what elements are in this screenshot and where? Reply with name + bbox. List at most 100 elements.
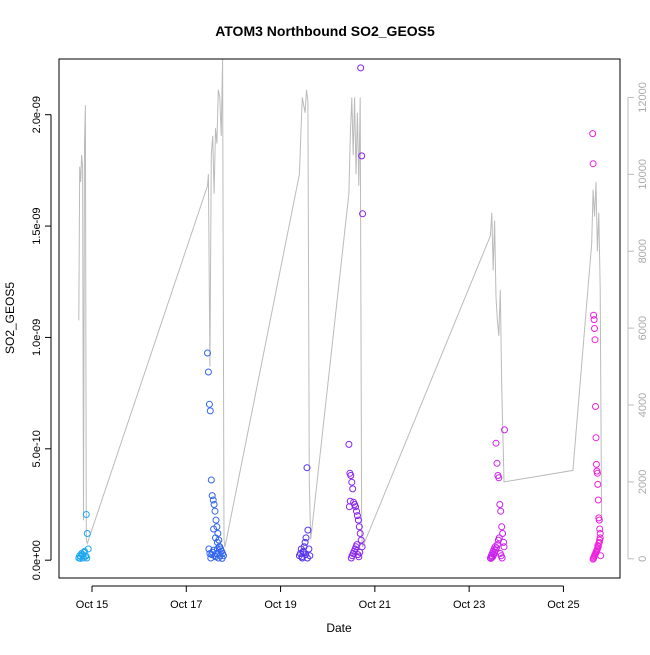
data-point-s0-12 (78, 551, 86, 559)
data-point-s1-35 (213, 538, 221, 546)
data-point-s5-11 (594, 480, 602, 488)
data-point-s1-29 (217, 547, 225, 555)
data-point-s4-6 (492, 439, 500, 447)
data-point-s4-9 (495, 474, 503, 482)
data-point-s3-8 (353, 507, 360, 515)
data-point-s1-33 (210, 525, 218, 533)
data-point-s1-34 (212, 534, 219, 542)
data-point-s5-31 (595, 540, 603, 547)
x-tick-label-3: Oct 21 (359, 599, 391, 611)
data-point-s5-0 (589, 130, 597, 138)
data-point-s3-26 (355, 553, 363, 561)
data-point-s0-9 (83, 530, 91, 537)
data-point-s3-16 (358, 152, 366, 160)
data-point-s4-29 (500, 543, 508, 551)
data-point-s2-13 (300, 548, 308, 556)
x-tick-label-1: Oct 17 (170, 599, 202, 611)
data-point-s4-26 (498, 554, 506, 562)
x-tick-label-2: Oct 19 (264, 599, 296, 611)
data-point-s4-10 (496, 501, 504, 508)
data-point-s5-32 (596, 536, 604, 544)
data-point-s2-15 (303, 554, 311, 562)
data-point-s1-2 (205, 400, 213, 408)
data-point-s3-0 (345, 440, 353, 448)
data-point-s4-13 (499, 530, 507, 537)
data-point-s3-3 (348, 478, 356, 486)
data-point-s1-32 (206, 550, 214, 557)
y-tick-label-0: 0.0e+00 (31, 540, 43, 580)
y-tick-label-3: 1.5e-09 (31, 207, 43, 244)
right-tick-label-0: 0 (637, 556, 649, 562)
data-point-s5-8 (592, 460, 600, 468)
data-point-s4-11 (497, 507, 505, 515)
data-point-s1-0 (204, 349, 211, 357)
data-point-s2-6 (301, 538, 309, 546)
data-point-s3-13 (357, 536, 365, 544)
right-tick-label-3: 6000 (637, 316, 649, 340)
data-point-s3-4 (349, 485, 357, 493)
data-point-s4-28 (488, 554, 496, 561)
data-point-s4-7 (493, 459, 501, 467)
right-tick-label-1: 2000 (637, 470, 649, 494)
data-point-s4-20 (493, 544, 500, 552)
data-point-s4-27 (487, 554, 495, 562)
data-point-s4-15 (501, 426, 508, 434)
data-point-s5-3 (590, 316, 598, 324)
data-point-s5-16 (596, 530, 604, 537)
data-point-s3-27 (356, 548, 364, 556)
altitude-line (78, 58, 603, 548)
data-point-s2-11 (306, 552, 314, 560)
data-point-s5-2 (590, 311, 598, 319)
right-tick-label-2: 4000 (637, 393, 649, 417)
plot-frame (58, 58, 621, 579)
data-point-s5-1 (589, 160, 597, 168)
data-point-s0-8 (82, 511, 90, 518)
data-point-s3-9 (353, 512, 361, 520)
data-point-s0-15 (83, 554, 91, 562)
data-point-s5-33 (597, 552, 605, 560)
y-tick-label-4: 2.0e-09 (31, 96, 43, 133)
y-tick-label-1: 5.0e-10 (31, 430, 43, 467)
data-point-s3-15 (357, 64, 365, 72)
data-point-s1-7 (210, 501, 218, 508)
data-point-s1-30 (218, 554, 226, 562)
axes-layer: Oct 15 Oct 17 Oct 19 Oct 21 Oct 23 Oct 25 0.0e… (31, 82, 649, 611)
y-tick-label-2: 1.0e-09 (31, 319, 43, 356)
data-point-s5-6 (592, 403, 599, 410)
data-point-s1-1 (204, 368, 212, 376)
data-point-s1-3 (206, 407, 214, 415)
data-point-s2-8 (303, 464, 311, 472)
right-tick-label-4: 8000 (637, 239, 649, 263)
data-point-s2-7 (302, 534, 310, 542)
data-point-s4-12 (498, 523, 506, 531)
data-point-s1-9 (212, 516, 220, 524)
x-tick-label-0: Oct 15 (76, 599, 108, 611)
data-point-s1-6 (209, 496, 217, 504)
right-tick-label-6: 12000 (637, 82, 649, 113)
altitude-layer (78, 58, 603, 548)
data-point-s1-26 (214, 554, 222, 562)
data-point-s5-29 (593, 546, 601, 554)
x-tick-label-5: Oct 25 (547, 599, 579, 611)
chart-title: ATOM3 Northbound SO2_GEOS5 (215, 23, 435, 39)
data-point-s1-27 (215, 543, 223, 551)
data-point-s3-10 (354, 516, 362, 524)
data-point-s3-24 (353, 541, 361, 549)
data-point-s4-21 (493, 541, 501, 549)
x-axis-label: Date (326, 621, 352, 635)
data-point-s2-9 (304, 526, 312, 534)
data-point-s3-17 (359, 210, 367, 218)
data-point-s3-11 (355, 523, 363, 531)
data-point-s2-14 (302, 551, 310, 559)
y-axis-label: SO2_GEOS5 (3, 282, 17, 354)
data-point-s2-10 (305, 545, 313, 553)
data-point-s3-12 (356, 530, 364, 537)
data-point-s5-14 (595, 516, 603, 524)
data-point-s3-2 (347, 472, 355, 479)
data-point-s0-10 (84, 545, 92, 553)
data-point-s4-23 (495, 534, 503, 542)
data-point-s1-8 (211, 507, 219, 515)
